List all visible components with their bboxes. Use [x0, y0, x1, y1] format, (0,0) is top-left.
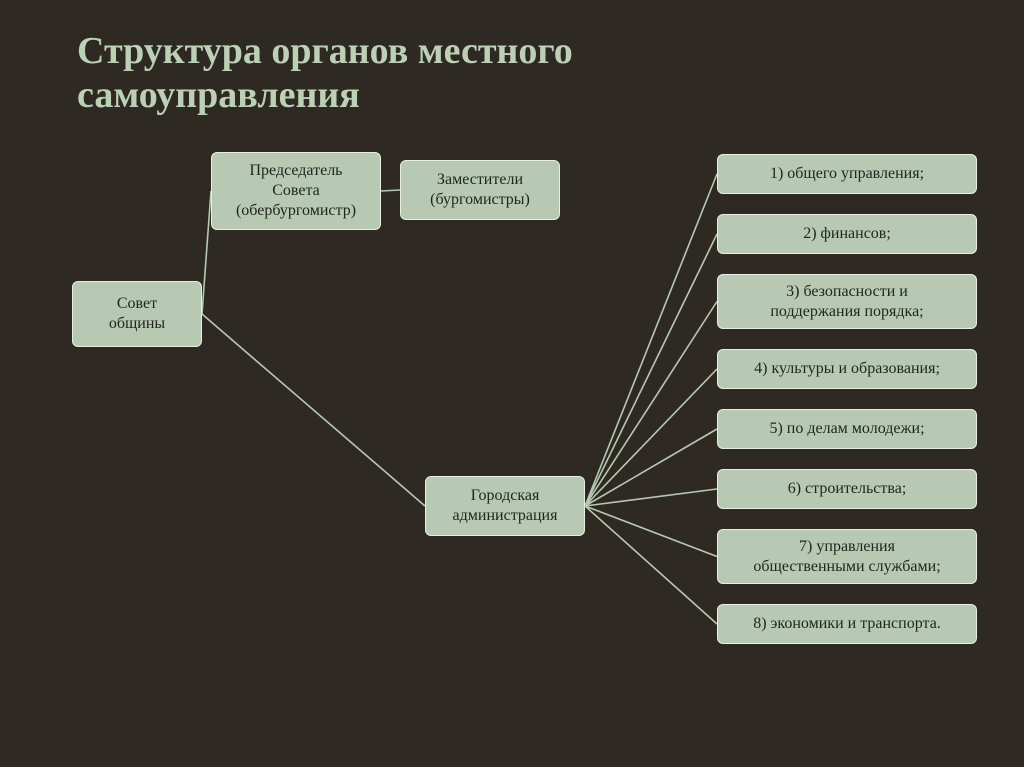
- node-deputy: Заместители(бургомистры): [400, 160, 560, 220]
- edge-admin-d4: [585, 369, 717, 506]
- edge-admin-d2: [585, 234, 717, 506]
- node-d1: 1) общего управления;: [717, 154, 977, 194]
- node-admin: Городскаяадминистрация: [425, 476, 585, 536]
- node-chair: ПредседательСовета(обербургомистр): [211, 152, 381, 230]
- edge-admin-d8: [585, 506, 717, 624]
- slide-title: Структура органов местногосамоуправления: [77, 30, 573, 117]
- node-d6: 6) строительства;: [717, 469, 977, 509]
- slide: Структура органов местногосамоуправления…: [0, 0, 1024, 767]
- node-d3: 3) безопасности иподдержания порядка;: [717, 274, 977, 329]
- edge-admin-d3: [585, 302, 717, 507]
- edge-root-admin: [202, 314, 425, 506]
- node-d2: 2) финансов;: [717, 214, 977, 254]
- edge-admin-d6: [585, 489, 717, 506]
- node-d8: 8) экономики и транспорта.: [717, 604, 977, 644]
- node-root: Советобщины: [72, 281, 202, 347]
- node-d5: 5) по делам молодежи;: [717, 409, 977, 449]
- edge-admin-d5: [585, 429, 717, 506]
- node-d4: 4) культуры и образования;: [717, 349, 977, 389]
- edge-root-chair: [202, 191, 211, 314]
- edge-chair-deputy: [381, 190, 400, 191]
- edge-admin-d7: [585, 506, 717, 557]
- edge-admin-d1: [585, 174, 717, 506]
- node-d7: 7) управленияобщественными службами;: [717, 529, 977, 584]
